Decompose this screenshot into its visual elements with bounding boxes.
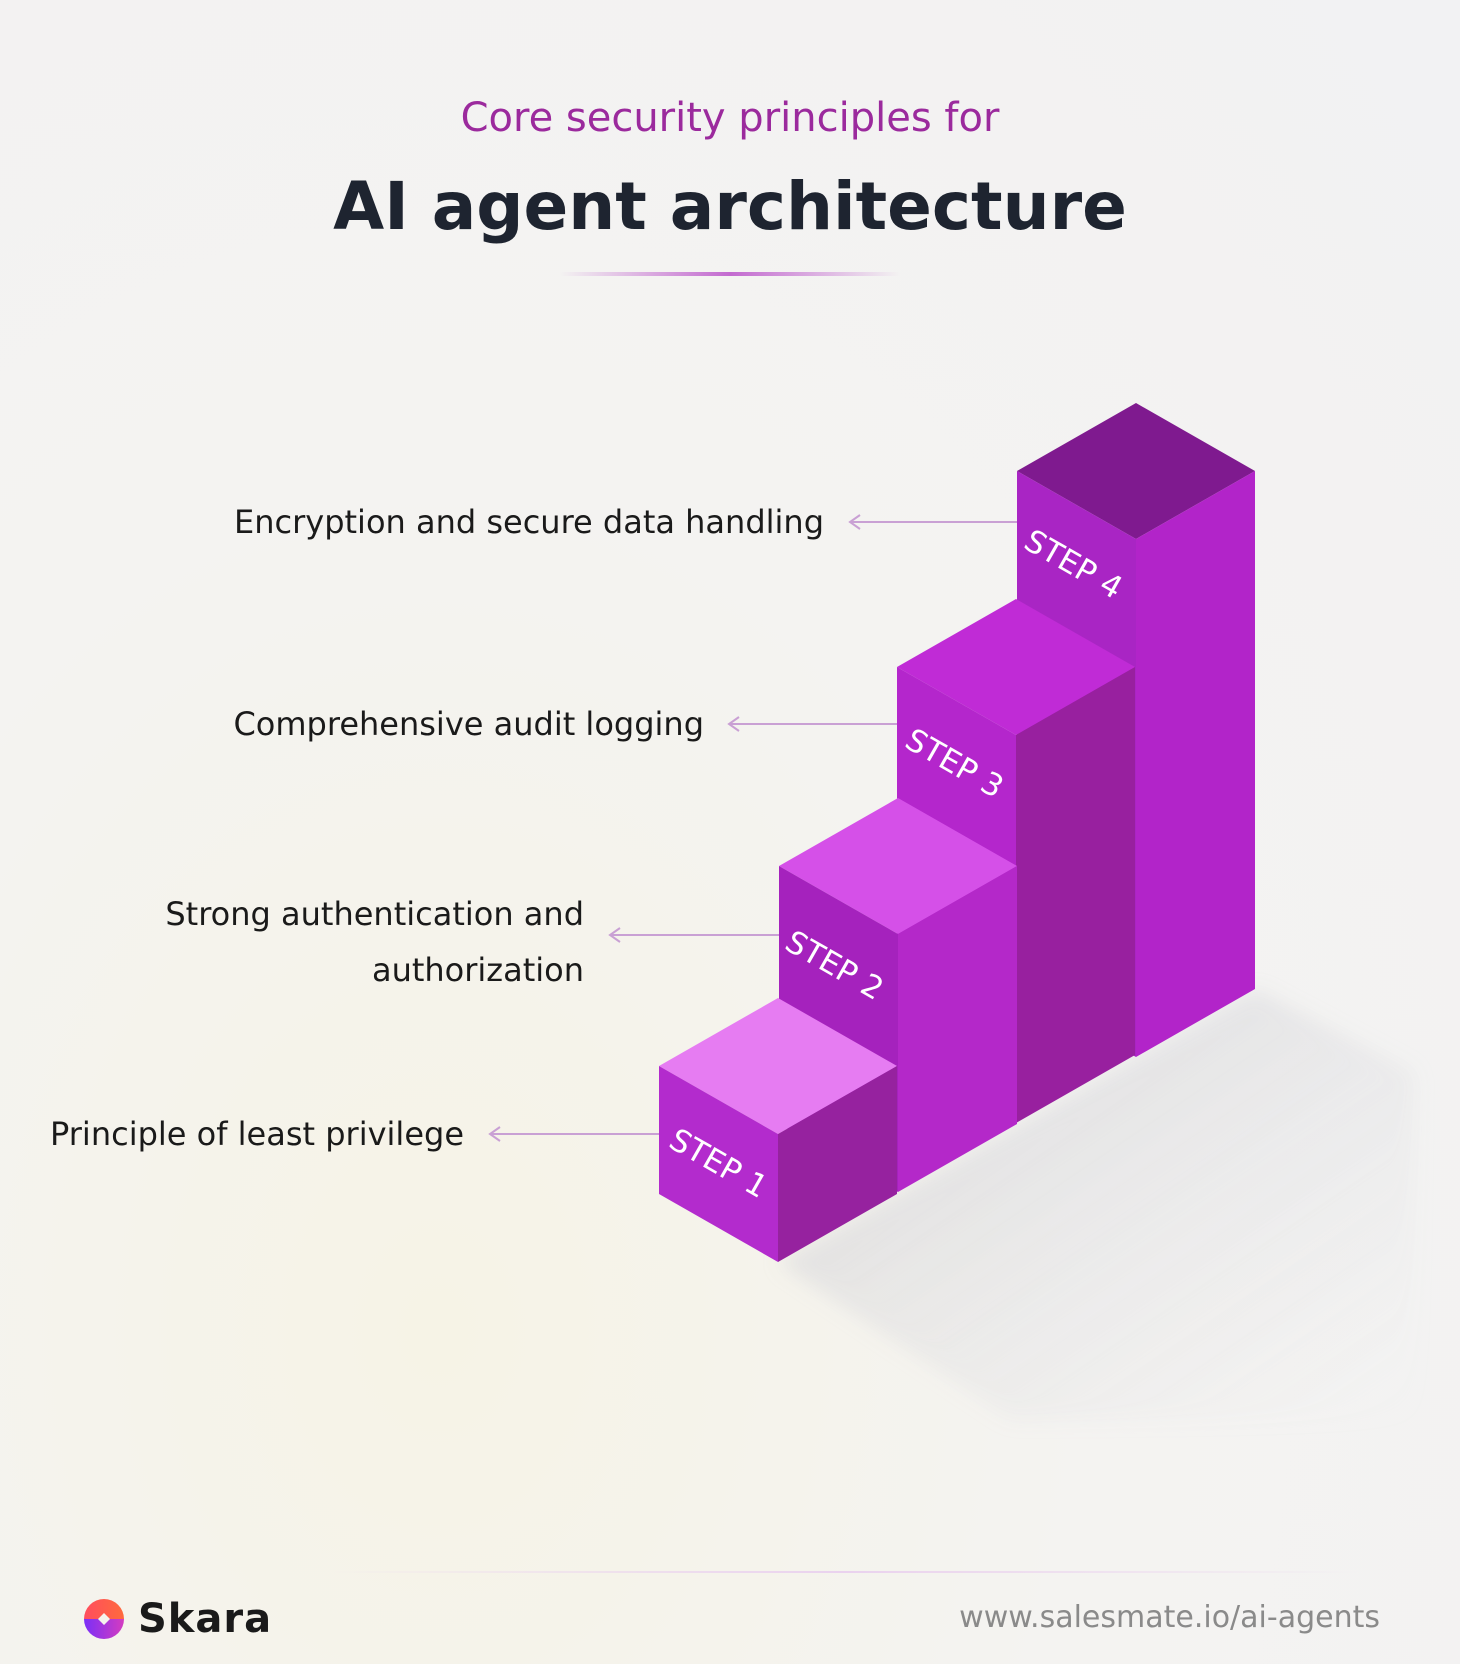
floor-shadow <box>778 990 1415 1420</box>
step-2-connector-arrow <box>608 927 779 943</box>
step-1-connector-arrow <box>488 1126 659 1142</box>
step-1-label: Principle of least privilege <box>50 1115 464 1153</box>
step-4-label: Encryption and secure data handling <box>234 503 824 541</box>
step-1-side <box>778 1066 897 1262</box>
step-1-block <box>659 998 897 1262</box>
footer-url[interactable]: www.salesmate.io/ai-agents <box>959 1600 1380 1635</box>
step-4-side <box>1136 471 1255 1057</box>
subtitle: Core security principles for <box>460 95 1000 141</box>
skara-logo-icon <box>84 1599 124 1639</box>
brand-name: Skara <box>138 1596 273 1642</box>
step-3-label: Comprehensive audit logging <box>233 705 704 743</box>
page-title: AI agent architecture <box>333 168 1127 245</box>
brand-logo: Skara <box>80 1594 272 1644</box>
footer-divider <box>330 1571 1360 1573</box>
step-1-front <box>659 1066 778 1262</box>
step-2-side <box>898 866 1017 1192</box>
step-4-connector-arrow <box>848 514 1017 530</box>
title-divider <box>560 272 900 276</box>
step-2-label: Strong authentication and authorization <box>165 895 584 989</box>
step-3-side <box>1016 667 1135 1123</box>
step-3-connector-arrow <box>727 716 897 732</box>
